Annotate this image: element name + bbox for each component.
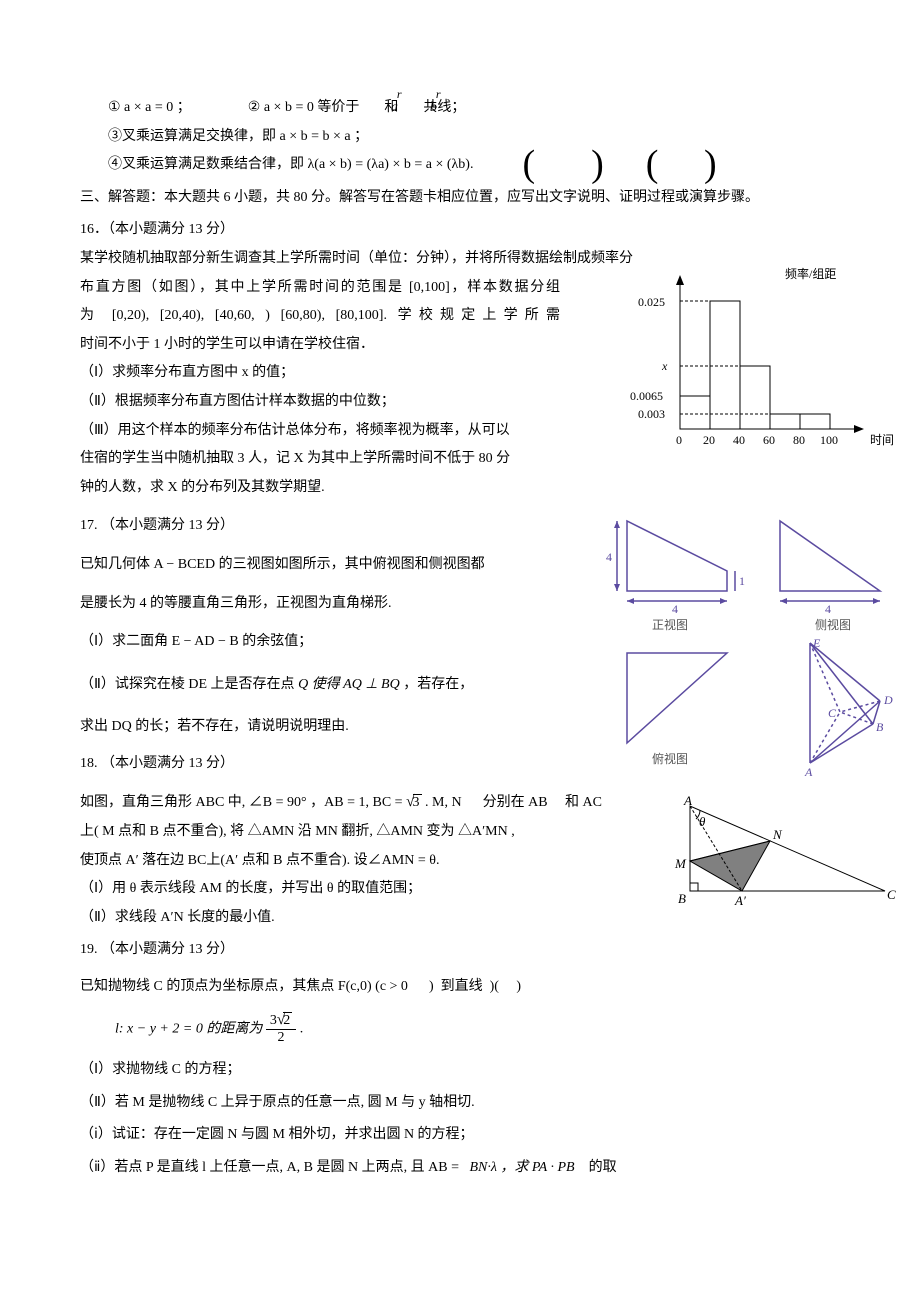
big-paren-r2: ) [676,155,717,174]
q18-num: 18. （本小题满分 13 分） [80,751,840,778]
q19-p2: l: x − y + 2 = 0 的距离为 3√2 2 . [115,1011,840,1048]
q19-p2a: l: x − y + 2 = 0 的距离为 [115,1021,266,1036]
svg-text:C: C [828,706,837,720]
q16-block: 16．（本小题满分 13 分） 某学校随机抽取部分新生调查其上学所需时间（单位：… [80,217,840,501]
q17-svg: 4 4 1 正视图 4 侧视图 [605,503,895,778]
svg-text:4: 4 [606,550,612,564]
q16-p2: 布直方图（如图），其中上学所需时间的范围是 [0,100]，样本数据分组 [80,275,560,302]
q17-figures: 4 4 1 正视图 4 侧视图 [605,503,895,778]
q17-p4a: （Ⅱ）试探究在棱 DE 上是否存在点 [80,677,295,692]
q18-sqrt3: 3 [413,794,422,810]
q17-p4c: ，若存在， [403,677,473,692]
svg-text:A: A [683,793,692,808]
q16-p5: （Ⅰ）求频率分布直方图中 x 的值； [80,360,560,387]
q19-p1b: 到直线 [441,979,483,994]
q16-p3: 为 [0,20), [20,40), [40,60, ) [60,80), [8… [80,303,560,330]
statement-4a: ④叉乘运算满足数乘结合律，即 [108,157,304,172]
q19-p1: 已知抛物线 C 的顶点为坐标原点，其焦点 F(c,0) (c > 0 ) 到直线… [80,974,840,1001]
svg-text:4: 4 [825,602,831,616]
hist-ytick-025: 0.025 [638,295,665,309]
q18-p1e: 和 AC [565,795,602,810]
q19-p3: （Ⅰ）求抛物线 C 的方程； [80,1057,840,1084]
svg-text:M: M [674,856,687,871]
hist-ytick-0065: 0.0065 [630,389,663,403]
q19-p5: （ⅰ）试证：存在一定圆 N 与圆 M 相外切，并求出圆 N 的方程； [80,1122,840,1149]
q18-svg: θ A M B A′ N C [670,791,900,911]
hist-xlabel: 时间 [870,433,894,447]
big-paren-l2: ( [618,155,659,174]
svg-text:C: C [887,887,896,902]
q16-num: 16．（本小题满分 13 分） [80,217,840,244]
q17-p4: （Ⅱ）试探究在棱 DE 上是否存在点 Q 使得 AQ ⊥ BQ ，若存在， [80,672,580,699]
q18-p1d: 分别在 AB [483,795,548,810]
big-paren-l1: ( [494,155,535,174]
q19-p6b: BN·λ ，求 PA · PB [469,1160,574,1175]
histogram-svg: 频率/组距 0.025 x 0.0065 0.003 0 20 [620,267,900,462]
svg-text:正视图: 正视图 [652,617,688,632]
svg-text:θ: θ [699,814,706,829]
svg-text:B: B [678,891,686,906]
q19-p1a: 已知抛物线 C 的顶点为坐标原点，其焦点 F(c,0) (c > 0 [80,979,408,994]
q17-block: 17. （本小题满分 13 分） 已知几何体 A − BCED 的三视图如图所示… [80,513,840,741]
svg-text:E: E [812,636,821,650]
svg-text:40: 40 [733,433,745,447]
section-3-heading: 三、解答题：本大题共 6 小题，共 80 分。解答写在答题卡相应位置，应写出文字… [80,185,840,212]
q18-p4: （Ⅰ）用 θ 表示线段 AM 的长度，并写出 θ 的取值范围； [80,876,640,903]
q18-p1a: 如图，直角三角形 ABC 中, ∠B = 90 [80,795,301,810]
statement-3-text: ③叉乘运算满足交换律，即 a × b = b × a ； [108,129,368,144]
q17-p4b: Q 使得 AQ ⊥ BQ [298,677,400,692]
svg-text:B: B [876,720,884,734]
statement-3: ③叉乘运算满足交换律，即 a × b = b × a ； [80,124,840,151]
q18-block: 18. （本小题满分 13 分） 如图，直角三角形 ABC 中, ∠B = 90… [80,751,840,932]
q17-p5: 求出 DQ 的长；若不存在，请说明说明理由. [80,714,580,741]
frac-num: 3√2 [270,1013,292,1028]
statement-4b: λ(a × b) = (λa) × b = a × (λb). [308,157,474,172]
q19-p4: （Ⅱ）若 M 是抛物线 C 上异于原点的任意一点, 圆 M 与 y 轴相切. [80,1090,840,1117]
q17-p3: （Ⅰ）求二面角 E − AD − B 的余弦值； [80,629,580,656]
q16-p9: 钟的人数，求 X 的分布列及其数学期望. [80,475,560,502]
svg-text:100: 100 [820,433,838,447]
q18-p1c: . M, N [425,795,462,810]
hist-ytick-003: 0.003 [638,407,665,421]
hist-ytick-x: x [661,359,668,373]
svg-text:20: 20 [703,433,715,447]
q17-p1: 已知几何体 A − BCED 的三视图如图所示，其中俯视图和侧视图都 [80,552,580,579]
q16-histogram: 频率/组距 0.025 x 0.0065 0.003 0 20 [620,267,900,462]
svg-text:80: 80 [793,433,805,447]
q19-p6: （ⅱ）若点 P 是直线 l 上任意一点, A, B 是圆 N 上两点, 且 AB… [80,1155,840,1182]
svg-text:侧视图: 侧视图 [815,617,851,632]
q16-p8: 住宿的学生当中随机抽取 3 人，记 X 为其中上学所需时间不低于 80 分 [80,446,560,473]
svg-text:N: N [772,827,783,842]
statement-4: ④叉乘运算满足数乘结合律，即 λ(a × b) = (λa) × b = a ×… [80,152,840,179]
q18-p3: 使顶点 A′ 落在边 BC上(A′ 点和 B 点不重合). 设∠AMN = θ. [80,848,640,875]
statement-2a: ② a × b = 0 等价于 [248,100,360,115]
frac-den: 2 [266,1030,296,1047]
q16-p7: （Ⅲ）用这个样本的频率分布估计总体分布，将频率视为概率，从可以 [80,418,560,445]
q18-p1b: ，AB = 1, BC = [310,795,406,810]
q17-p2: 是腰长为 4 的等腰直角三角形，正视图为直角梯形. [80,591,580,618]
svg-text:D: D [883,693,893,707]
big-paren-r1: ) [563,155,604,174]
svg-text:4: 4 [672,602,678,616]
svg-text:60: 60 [763,433,775,447]
svg-text:A′: A′ [734,893,746,908]
statement-1-text: ① a × a = 0 ； [108,100,191,115]
q16-p6: （Ⅱ）根据频率分布直方图估计样本数据的中位数； [80,389,560,416]
q16-p4: 时间不小于 1 小时的学生可以申请在学校住宿． [80,332,560,359]
q18-p2: 上( M 点和 B 点不重合), 将 △AMN 沿 MN 翻折, △AMN 变为… [80,819,640,846]
q18-figure: θ A M B A′ N C [670,791,900,911]
hist-ylabel: 频率/组距 [785,267,836,281]
svg-text:1: 1 [739,574,745,588]
q19-p6a: （ⅱ）若点 P 是直线 l 上任意一点, A, B 是圆 N 上两点, 且 AB… [80,1160,459,1175]
q18-p5: （Ⅱ）求线段 A′N 长度的最小值. [80,905,640,932]
q19-p6c: 的取 [589,1160,617,1175]
q19-num: 19. （本小题满分 13 分） [80,937,840,964]
statement-1: ① a × a = 0 ； ② a × b = 0 等价于 r a 和 r b … [80,95,840,122]
svg-text:0: 0 [676,433,682,447]
q19-block: 19. （本小题满分 13 分） 已知抛物线 C 的顶点为坐标原点，其焦点 F(… [80,937,840,1181]
